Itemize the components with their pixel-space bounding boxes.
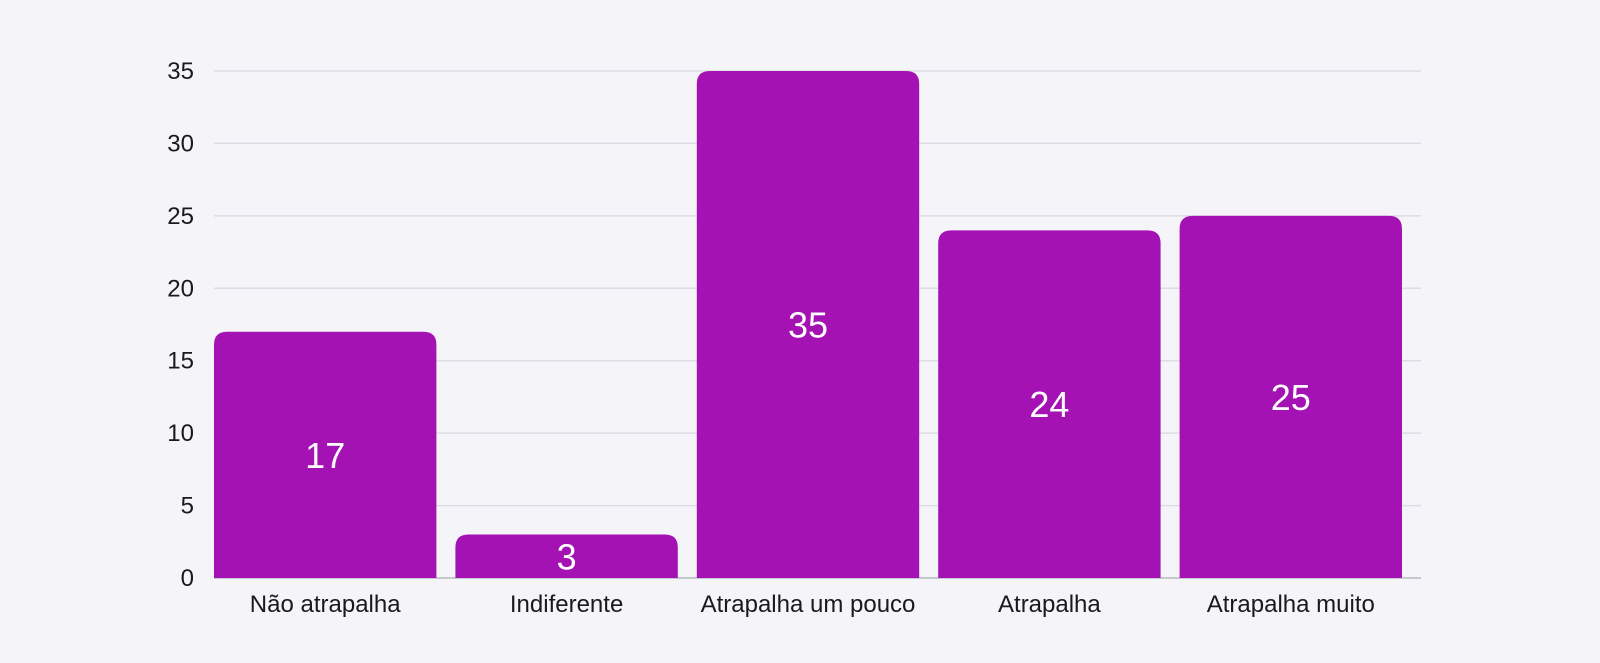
bar-value-label: 3 [557, 536, 577, 577]
y-axis: 0 5 10 15 20 25 30 35 [167, 58, 194, 592]
x-tick-label: Indiferente [510, 591, 623, 618]
bar [696, 71, 920, 578]
x-tick-label: Atrapalha [998, 591, 1101, 618]
x-axis: Não atrapalha Indiferente Atrapalha um pou… [250, 591, 1375, 618]
y-tick-label: 10 [167, 420, 194, 447]
x-tick-label: Não atrapalha [250, 591, 401, 618]
bar-value-label: 24 [1029, 384, 1069, 425]
x-tick-label: Atrapalha um pouco [701, 591, 916, 618]
bar-labels: 17 3 35 24 25 [305, 305, 1311, 578]
y-tick-label: 35 [167, 58, 194, 85]
bar-value-label: 35 [788, 305, 828, 346]
bar [214, 331, 437, 578]
y-tick-label: 30 [167, 130, 194, 157]
bars [214, 71, 1402, 579]
y-tick-label: 15 [167, 348, 194, 375]
bar [455, 534, 678, 578]
bar [938, 230, 1161, 579]
x-tick-label: Atrapalha muito [1207, 591, 1375, 618]
y-tick-label: 5 [181, 493, 194, 520]
y-tick-label: 20 [167, 275, 194, 302]
bar [1179, 215, 1402, 578]
bar-value-label: 25 [1271, 377, 1311, 418]
bar-value-label: 17 [305, 435, 345, 476]
y-tick-label: 25 [167, 203, 194, 230]
y-tick-label: 0 [181, 565, 194, 592]
